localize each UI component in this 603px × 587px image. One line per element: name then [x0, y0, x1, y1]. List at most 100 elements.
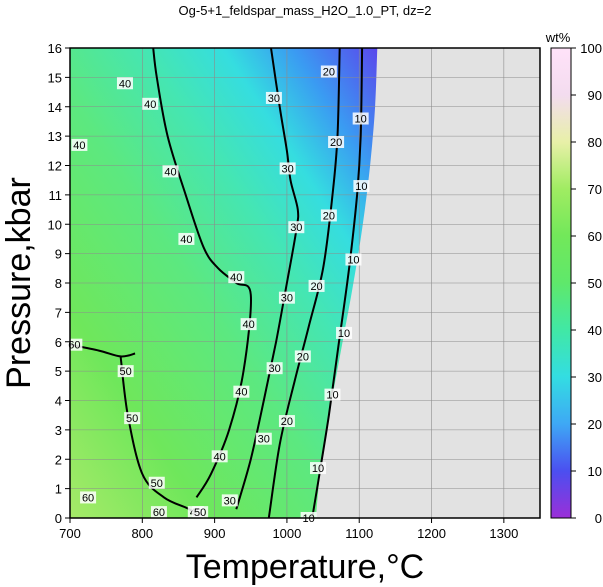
contour-label-bg	[320, 65, 337, 78]
colorbar-gradient	[550, 47, 572, 519]
x-tick-label: 900	[204, 526, 226, 541]
contour-label-20: 20	[323, 67, 335, 79]
contour-label-bg	[310, 462, 327, 475]
contour-label-bg	[124, 412, 141, 425]
contour-label-10: 10	[355, 114, 367, 126]
y-tick-label: 9	[55, 247, 62, 262]
plot-area: 10 10 10 10 10 10 10 20 20 20 20 20 20 30 30 30 30 30 30 30…	[66, 47, 541, 525]
contour-label-bg	[345, 253, 362, 266]
contour-label-10: 10	[326, 390, 338, 402]
contour-label-40: 40	[144, 99, 156, 111]
y-tick-label: 12	[48, 159, 62, 174]
colorbar-label: wt%	[545, 30, 571, 45]
colorbar-tick-label: 90	[588, 88, 602, 103]
contour-label-bg	[294, 350, 311, 363]
contour-label-bg	[266, 362, 283, 375]
y-tick-label: 3	[55, 423, 62, 438]
contour-label-bg	[178, 232, 195, 245]
x-axis-label: Temperature,°C	[186, 548, 424, 586]
y-tick-label: 10	[48, 217, 62, 232]
contour-label-50: 50	[194, 507, 206, 519]
contour-label-bg	[162, 165, 179, 178]
contour-label-bg	[71, 138, 88, 151]
colorbar-tick-label: 50	[588, 276, 602, 291]
contour-label-50: 50	[126, 413, 138, 425]
y-tick-label: 5	[55, 364, 62, 379]
contour-label-bg	[228, 271, 245, 284]
contour-label-bg	[265, 91, 282, 104]
y-tick-label: 0	[55, 511, 62, 526]
y-tick-label: 13	[48, 129, 62, 144]
contour-label-40: 40	[242, 319, 254, 331]
contour-label-bg	[142, 97, 159, 110]
y-tick-label: 1	[55, 482, 62, 497]
y-tick-label: 2	[55, 452, 62, 467]
colorbar-tick-label: 60	[588, 229, 602, 244]
contour-label-60: 60	[82, 492, 94, 504]
contour-label-20: 20	[297, 351, 309, 363]
colorbar-tick-label: 40	[588, 323, 602, 338]
contour-line-60	[70, 343, 136, 358]
contour-label-40: 40	[214, 451, 226, 463]
contour-label-20: 20	[281, 416, 293, 428]
x-tick-label: 700	[59, 526, 81, 541]
contour-label-30: 30	[282, 163, 294, 175]
y-tick-label: 7	[55, 305, 62, 320]
colorbar-tick-label: 0	[595, 511, 602, 526]
contour-label-30: 30	[224, 495, 236, 507]
contour-label-bg	[288, 221, 305, 234]
colorbar-tick-label: 80	[588, 135, 602, 150]
y-axis-label: Pressure,kbar	[0, 177, 38, 389]
contour-label-30: 30	[258, 434, 270, 446]
contour-label-bg	[233, 385, 250, 398]
contour-label-10: 10	[302, 513, 314, 525]
contour-label-bg	[336, 326, 353, 339]
contour-label-bg	[352, 112, 369, 125]
contour-label-60: 60	[68, 340, 80, 352]
contour-label-10: 10	[355, 181, 367, 193]
contour-label-40: 40	[235, 387, 247, 399]
contour-label-bg	[117, 365, 134, 378]
contour-label-40: 40	[119, 78, 131, 90]
contour-label-60: 60	[153, 507, 165, 519]
contour-label-40: 40	[180, 234, 192, 246]
contour-label-20: 20	[330, 137, 342, 149]
contour-label-30: 30	[269, 363, 281, 375]
contour-label-bg	[150, 506, 167, 519]
contour-label-bg	[148, 476, 165, 489]
x-tick-label: 1000	[272, 526, 301, 541]
y-tick-label: 15	[48, 70, 62, 85]
contour-label-30: 30	[290, 222, 302, 234]
colorbar-tick-label: 30	[588, 370, 602, 385]
chart-title: Og-5+1_feldspar_mass_H2O_1.0_PT, dz=2	[179, 3, 432, 18]
contour-label-40: 40	[164, 166, 176, 178]
contour-label-bg	[328, 136, 345, 148]
contour-label-30: 30	[281, 293, 293, 305]
contour-label-bg	[324, 388, 341, 401]
y-tick-label: 6	[55, 335, 62, 350]
contour-label-bg	[279, 162, 296, 175]
colorbar-ticks: 0 10 20 30 40 50 60 70 80 90 100	[571, 41, 602, 526]
x-tick-label: 1300	[489, 526, 518, 541]
contour-label-10: 10	[312, 463, 324, 475]
contour-label-10: 10	[338, 328, 350, 340]
contour-label-bg	[308, 279, 325, 292]
contour-label-bg	[278, 415, 295, 428]
y-tick-label: 16	[48, 41, 62, 56]
x-tick-label: 1100	[345, 526, 373, 541]
y-tick-label: 4	[55, 394, 62, 409]
contour-label-10: 10	[347, 255, 359, 267]
contour-label-bg	[116, 77, 133, 90]
contour-label-50: 50	[120, 366, 132, 378]
contour-label-bg	[221, 494, 238, 507]
colorbar-tick-label: 20	[588, 417, 602, 432]
contour-label-bg	[240, 318, 257, 331]
colorbar-tick-label: 70	[588, 182, 602, 197]
contour-label-bg	[211, 450, 228, 463]
x-tick-label: 800	[131, 526, 153, 541]
y-tick-label: 11	[49, 188, 63, 203]
contour-label-bg	[320, 209, 337, 222]
contour-label-bg	[192, 506, 209, 519]
